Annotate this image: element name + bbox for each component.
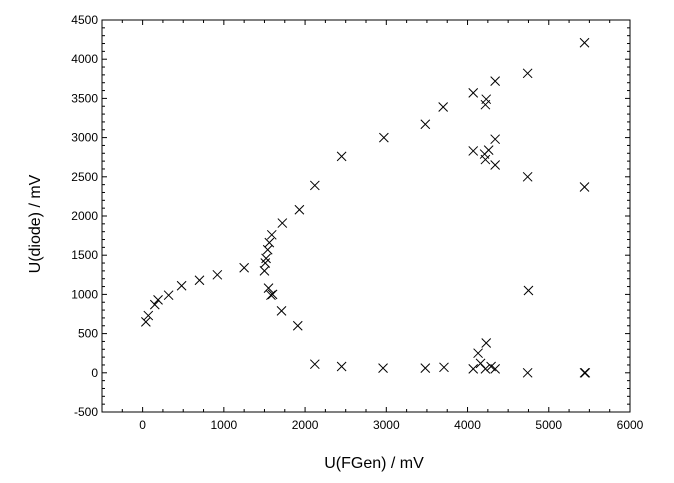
y-tick-label: 2500 <box>71 170 98 184</box>
data-point <box>522 171 533 182</box>
data-point <box>336 151 347 162</box>
y-axis-title: U(diode) / mV <box>27 174 44 273</box>
plot-frame <box>101 19 631 413</box>
y-axis-ticks: -500 0 500 1000 1500 2000 2500 3000 3500 4000 4500 <box>71 13 630 419</box>
data-point <box>143 310 154 321</box>
y-tick-label: 4500 <box>71 13 98 27</box>
plot-axes <box>101 19 631 413</box>
data-point <box>336 361 347 372</box>
data-point <box>261 253 271 264</box>
data-point <box>163 290 174 301</box>
data-point <box>468 88 479 98</box>
y-tick-label: 500 <box>78 327 98 341</box>
data-point <box>262 244 273 255</box>
data-point <box>309 180 320 191</box>
data-point <box>259 266 270 276</box>
data-point <box>438 102 449 112</box>
data-point <box>473 348 483 359</box>
data-point <box>523 285 534 296</box>
y-tick-label: 3500 <box>71 91 98 105</box>
data-point <box>579 37 590 48</box>
data-point <box>579 367 590 378</box>
data-point <box>264 237 275 248</box>
data-point <box>309 359 320 370</box>
data-point <box>378 363 388 373</box>
data-point <box>480 364 491 374</box>
data-point <box>194 275 205 286</box>
data-point <box>141 316 151 327</box>
data-point <box>276 306 287 316</box>
data-point <box>379 132 389 143</box>
y-tick-label: 4000 <box>71 52 98 66</box>
x-tick-label: 0 <box>139 418 146 432</box>
x-axis-title: U(FGen) / mV <box>324 455 424 472</box>
data-point <box>490 134 501 145</box>
data-point <box>580 367 591 378</box>
y-tick-label: 1500 <box>71 248 98 262</box>
data-points <box>141 37 591 378</box>
data-point <box>153 295 163 305</box>
data-point <box>292 320 303 331</box>
x-tick-label: 2000 <box>292 418 319 432</box>
y-tick-label: -500 <box>74 405 98 419</box>
data-point <box>266 229 277 240</box>
data-point <box>420 363 431 373</box>
y-tick-label: 0 <box>91 366 98 380</box>
data-point <box>277 218 288 228</box>
data-point <box>481 94 492 105</box>
data-point <box>267 289 278 300</box>
data-point <box>579 182 590 192</box>
x-tick-label: 1000 <box>210 418 237 432</box>
x-tick-label: 3000 <box>373 418 400 432</box>
x-tick-label: 6000 <box>617 418 644 432</box>
data-point <box>266 290 276 301</box>
data-point <box>480 154 491 165</box>
data-point <box>212 269 223 280</box>
data-point <box>522 367 533 378</box>
data-point <box>468 146 479 156</box>
data-point <box>490 160 501 170</box>
data-point <box>149 299 160 310</box>
data-point <box>439 362 449 373</box>
data-point <box>260 258 271 268</box>
data-point <box>483 145 494 155</box>
y-tick-label: 1000 <box>71 287 98 301</box>
data-point <box>468 364 479 374</box>
x-tick-label: 5000 <box>535 418 562 432</box>
data-point <box>490 364 501 374</box>
y-tick-label: 2000 <box>71 209 98 223</box>
data-point <box>490 76 501 87</box>
y-tick-label: 3000 <box>71 131 98 145</box>
data-point <box>263 283 274 293</box>
data-point <box>176 280 187 291</box>
x-axis-ticks: 0 1000 2000 3000 4000 5000 6000 <box>101 20 644 432</box>
data-point <box>294 204 305 215</box>
data-point <box>522 68 533 79</box>
data-point <box>420 119 431 130</box>
data-point <box>239 262 250 273</box>
data-point <box>481 338 492 348</box>
x-tick-label: 4000 <box>454 418 481 432</box>
